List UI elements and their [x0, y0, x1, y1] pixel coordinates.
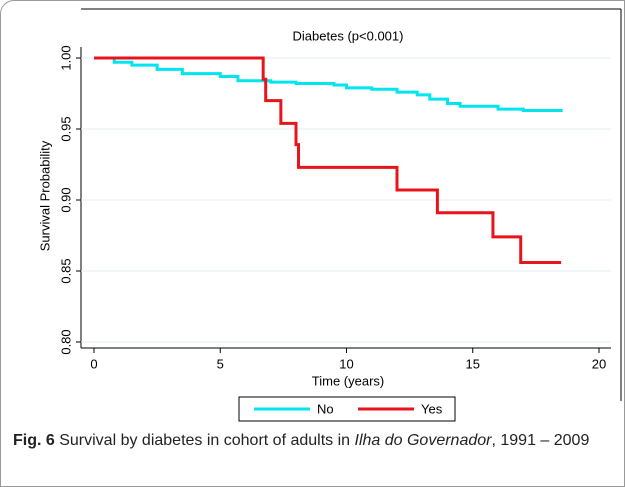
legend-label: Yes — [421, 401, 443, 416]
caption-text: , 1991 – 2009 — [491, 432, 590, 449]
x-axis-label: Time (years) — [312, 373, 384, 388]
caption-label: Fig. 6 — [13, 432, 55, 449]
y-tick-label: 0.80 — [58, 329, 73, 354]
chart-title: Diabetes (p<0.001) — [293, 28, 404, 43]
x-tick-label: 20 — [592, 356, 606, 371]
y-axis-label: Survival Probability — [37, 140, 52, 251]
y-tick-label: 1.00 — [58, 45, 73, 70]
x-tick-label: 10 — [339, 356, 353, 371]
caption-place: Ilha do Governador — [354, 432, 492, 449]
y-tick-label: 0.95 — [58, 116, 73, 141]
y-tick-label: 0.90 — [58, 187, 73, 212]
caption-text: Survival by diabetes in cohort of adults… — [54, 432, 355, 449]
x-tick-label: 5 — [217, 356, 224, 371]
x-tick-label: 15 — [466, 356, 480, 371]
x-tick-label: 0 — [90, 356, 97, 371]
legend-label: No — [317, 401, 334, 416]
y-tick-label: 0.85 — [58, 258, 73, 283]
survival-line — [94, 56, 563, 113]
caption: Fig. 6 Survival by diabetes in cohort of… — [13, 429, 613, 452]
chart: Diabetes (p<0.001) Time (years) Survival… — [37, 8, 622, 422]
survival-line — [94, 56, 562, 264]
